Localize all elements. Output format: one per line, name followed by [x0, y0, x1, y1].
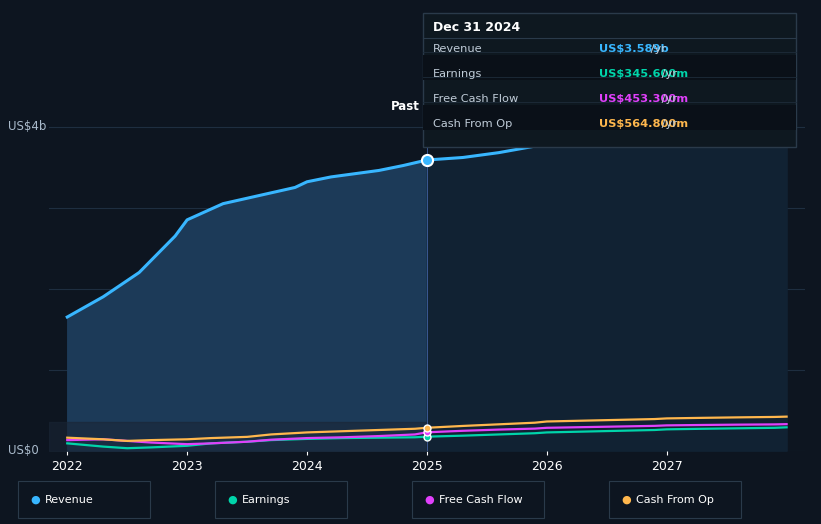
- Text: Revenue: Revenue: [433, 43, 482, 54]
- Text: Free Cash Flow: Free Cash Flow: [439, 495, 523, 505]
- Text: ●: ●: [424, 495, 434, 505]
- Text: /yr: /yr: [658, 69, 677, 79]
- Text: US$345.600m: US$345.600m: [599, 69, 689, 79]
- Text: /yr: /yr: [658, 119, 677, 129]
- Text: Free Cash Flow: Free Cash Flow: [433, 94, 518, 104]
- Text: Dec 31 2024: Dec 31 2024: [433, 21, 520, 34]
- Text: Earnings: Earnings: [433, 69, 482, 79]
- Text: US$0: US$0: [7, 444, 39, 457]
- Text: ●: ●: [227, 495, 237, 505]
- Text: ●: ●: [30, 495, 40, 505]
- Text: Analysts Forecasts: Analysts Forecasts: [437, 100, 547, 113]
- Text: /yr: /yr: [658, 94, 677, 104]
- Text: US$3.589b: US$3.589b: [599, 43, 669, 54]
- Text: /yr: /yr: [647, 43, 667, 54]
- Text: Earnings: Earnings: [242, 495, 291, 505]
- Text: US$453.300m: US$453.300m: [599, 94, 689, 104]
- Text: Revenue: Revenue: [45, 495, 94, 505]
- Text: Cash From Op: Cash From Op: [433, 119, 512, 129]
- Text: Cash From Op: Cash From Op: [636, 495, 714, 505]
- Text: Past: Past: [391, 100, 420, 113]
- Text: US$4b: US$4b: [7, 120, 46, 133]
- Text: US$564.800m: US$564.800m: [599, 119, 689, 129]
- Text: ●: ●: [621, 495, 631, 505]
